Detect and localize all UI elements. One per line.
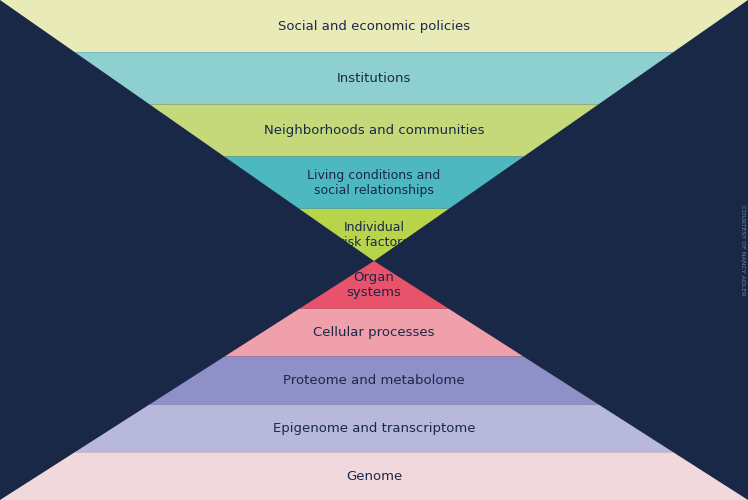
Polygon shape (75, 404, 673, 452)
Polygon shape (0, 452, 748, 500)
Text: Living conditions and
social relationships: Living conditions and social relationshi… (307, 168, 441, 196)
Text: Genome: Genome (346, 470, 402, 482)
Text: Cellular processes: Cellular processes (313, 326, 435, 339)
Text: COURTESY OF NANCY ADLER: COURTESY OF NANCY ADLER (741, 205, 745, 295)
Text: Epigenome and transcriptome: Epigenome and transcriptome (273, 422, 475, 435)
Text: Organ
systems: Organ systems (346, 271, 402, 299)
Polygon shape (75, 52, 673, 104)
Text: Neighborhoods and communities: Neighborhoods and communities (264, 124, 484, 137)
Polygon shape (150, 104, 598, 156)
Text: Proteome and metabolome: Proteome and metabolome (283, 374, 465, 387)
Polygon shape (0, 0, 748, 52)
Polygon shape (150, 356, 598, 405)
Polygon shape (224, 156, 524, 209)
Text: Individual
risk factors: Individual risk factors (339, 221, 409, 249)
Polygon shape (299, 209, 449, 261)
Polygon shape (224, 309, 524, 356)
Text: Institutions: Institutions (337, 72, 411, 85)
Polygon shape (299, 261, 449, 309)
Text: Social and economic policies: Social and economic policies (278, 20, 470, 32)
